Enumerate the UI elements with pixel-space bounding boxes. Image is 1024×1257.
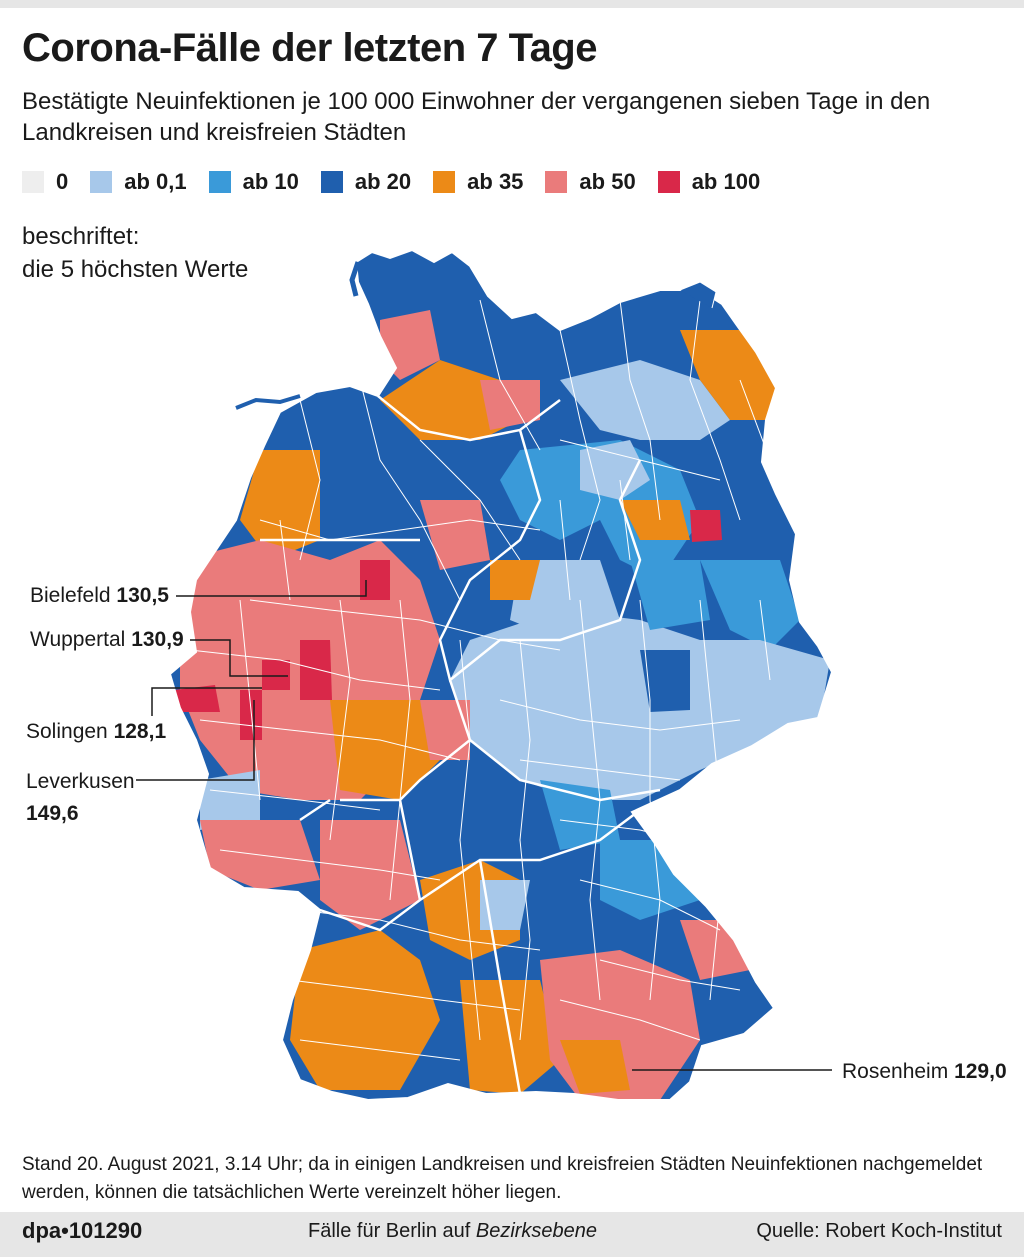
region-wuppertal-red bbox=[262, 660, 290, 690]
legend-label: ab 10 bbox=[242, 169, 299, 194]
region-heinsberg-red bbox=[174, 685, 220, 712]
legend-item-0: 0 bbox=[22, 169, 68, 195]
region-nuremberg-lightblue bbox=[480, 880, 530, 930]
callout-solingen: Solingen 128,1 bbox=[26, 720, 166, 744]
bottom-bar bbox=[0, 1212, 1024, 1257]
legend-label: ab 35 bbox=[467, 169, 524, 194]
legend-label: ab 100 bbox=[691, 169, 761, 194]
berlin-note-text: Fälle für Berlin auf bbox=[308, 1220, 476, 1242]
state-borders bbox=[260, 395, 661, 1095]
leader-bielefeld bbox=[176, 580, 367, 597]
top-bar bbox=[0, 0, 1024, 8]
region-bielefeld-red bbox=[360, 560, 390, 600]
sylt-island bbox=[349, 261, 361, 297]
region-luebeck-pink bbox=[480, 380, 540, 430]
footnote: Stand 20. August 2021, 3.14 Uhr; da in e… bbox=[22, 1154, 983, 1203]
region-emsland-orange bbox=[240, 450, 320, 560]
district-fills bbox=[170, 250, 832, 1100]
source-credit: Quelle: Robert Koch-Institut bbox=[756, 1220, 1002, 1242]
region-hannover-orange bbox=[490, 560, 540, 600]
note-line-1: beschriftet: bbox=[22, 223, 140, 250]
region-ennepe-red bbox=[300, 640, 332, 700]
region-hesse-pink bbox=[420, 700, 470, 760]
region-central-lightblue bbox=[450, 610, 830, 800]
region-muenchen-south-orange bbox=[560, 1040, 630, 1094]
region-prignitz-lightblue bbox=[580, 440, 650, 500]
legend-item-ab-50: ab 50 bbox=[545, 169, 636, 195]
callout-wuppertal: Wuppertal 130,9 bbox=[30, 628, 184, 652]
legend-item-ab-20: ab 20 bbox=[320, 169, 412, 195]
leader-leverkusen bbox=[136, 700, 255, 781]
region-berlin-red bbox=[690, 510, 722, 542]
callout-value: 129,0 bbox=[954, 1060, 1007, 1083]
callout-leaders bbox=[136, 580, 832, 1071]
callout-rosenheim: Rosenheim 129,0 bbox=[842, 1060, 1007, 1084]
leader-solingen bbox=[151, 687, 262, 716]
legend-item-ab-35: ab 35 bbox=[433, 169, 523, 195]
legend-label: ab 50 bbox=[579, 169, 636, 194]
berlin-note-italic: Bezirksebene bbox=[475, 1220, 598, 1242]
legend-swatch bbox=[22, 171, 44, 193]
ruegen-island bbox=[679, 281, 717, 309]
callout-value: 130,5 bbox=[116, 584, 169, 607]
region-anhalt-blue bbox=[630, 560, 710, 630]
legend-label: 0 bbox=[56, 169, 69, 194]
callout-leverkusen: Leverkusen 149,6 bbox=[26, 766, 135, 830]
callout-value: 130,9 bbox=[131, 628, 184, 651]
callout-name: Solingen bbox=[26, 720, 108, 743]
page-title: Corona-Fälle der letzten 7 Tage bbox=[22, 26, 598, 70]
region-havelland-orange bbox=[620, 500, 690, 540]
callout-bielefeld: Bielefeld 130,5 bbox=[30, 584, 169, 608]
legend-swatch bbox=[433, 171, 456, 193]
callout-name: Bielefeld bbox=[30, 584, 111, 607]
region-northeast-blue bbox=[500, 440, 700, 580]
legend-swatch bbox=[90, 171, 113, 193]
legend-swatch bbox=[320, 171, 343, 193]
country-outline bbox=[168, 248, 834, 1102]
region-sh-west-pink bbox=[380, 310, 440, 380]
region-brandenburg-east bbox=[700, 560, 800, 650]
legend-item-ab-10: ab 10 bbox=[208, 169, 299, 195]
callout-value: 128,1 bbox=[113, 720, 167, 743]
region-bw-southwest-orange bbox=[290, 930, 440, 1090]
callout-name: Wuppertal bbox=[30, 628, 126, 651]
legend-item-ab-100: ab 100 bbox=[657, 169, 761, 195]
map-note: beschriftet: die 5 höchsten Werte bbox=[22, 220, 248, 286]
berlin-note: Fälle für Berlin auf Bezirksebene bbox=[308, 1220, 597, 1243]
legend-swatch bbox=[657, 171, 680, 193]
legend: 0 ab 0,1 ab 10 ab 20 ab 35 ab 50 ab 100 bbox=[22, 168, 782, 196]
callout-name: Leverkusen bbox=[26, 770, 135, 793]
region-vorpommern-orange bbox=[680, 330, 780, 420]
region-sachsen-anhalt-lightblue bbox=[510, 560, 620, 640]
agency-id: dpa•101290 bbox=[22, 1218, 143, 1243]
legend-label: ab 20 bbox=[354, 169, 412, 194]
region-nienburg-pink bbox=[420, 500, 490, 570]
callout-name: Rosenheim bbox=[842, 1060, 949, 1083]
region-eifel-lightblue bbox=[200, 770, 260, 830]
region-mv-lightblue bbox=[560, 360, 730, 440]
note-line-2: die 5 höchsten Werte bbox=[22, 256, 249, 283]
legend-swatch bbox=[545, 171, 568, 193]
leader-wuppertal bbox=[190, 639, 288, 677]
callout-value: 149,6 bbox=[26, 802, 79, 825]
legend-item-ab-0-1: ab 0,1 bbox=[90, 169, 187, 195]
region-hesse-west-orange bbox=[330, 700, 440, 800]
east-frisian-islands bbox=[235, 394, 301, 410]
legend-label: ab 0,1 bbox=[124, 169, 187, 194]
region-leipzig-darkblue bbox=[640, 650, 690, 712]
legend-swatch bbox=[208, 171, 231, 193]
page-subtitle: Bestätigte Neuinfektionen je 100 000 Ein… bbox=[22, 88, 931, 146]
